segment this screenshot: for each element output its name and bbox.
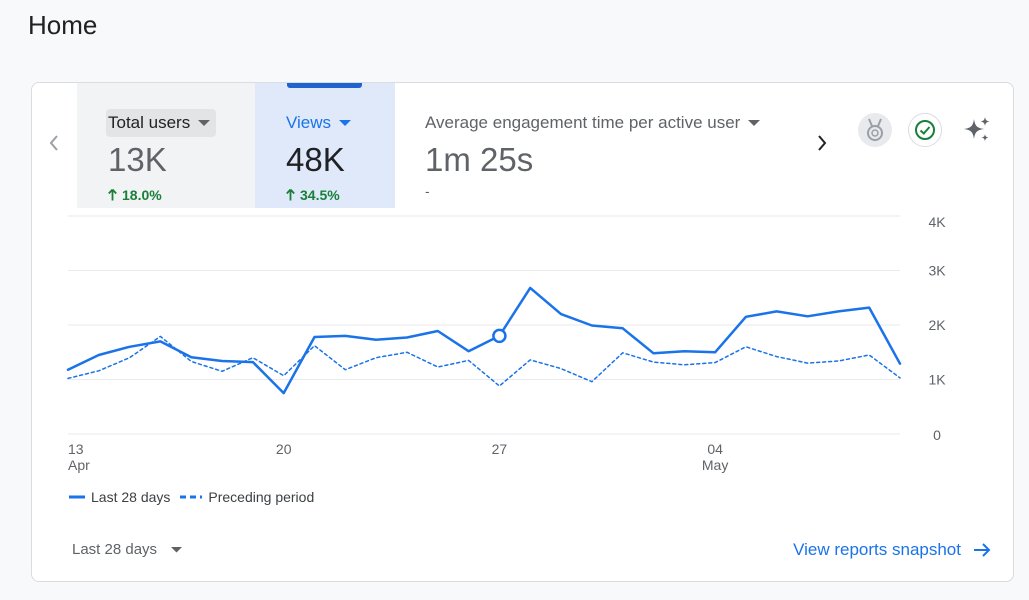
metric-change-value: 18.0% — [122, 187, 162, 203]
metric-change-value: 34.5% — [300, 187, 340, 203]
series-line-last-28-days — [66, 286, 902, 395]
metric-selector-engagement-time[interactable]: Average engagement time per active user — [425, 109, 761, 137]
caret-down-icon — [339, 120, 352, 126]
metric-tab-views[interactable]: Views 48K 34.5% — [255, 83, 395, 208]
series-line-preceding-period — [67, 335, 901, 387]
metric-label: Average engagement time per active user — [425, 113, 741, 132]
link-label: View reports snapshot — [793, 540, 961, 559]
legend-label: Last 28 days — [91, 489, 171, 505]
check-circle-icon[interactable] — [908, 113, 942, 147]
y-tick-label: 3K — [928, 263, 946, 279]
caret-down-icon — [748, 120, 761, 126]
metric-change-value: - — [425, 183, 430, 199]
next-metrics-button[interactable] — [810, 131, 834, 155]
metric-tab-engagement-time[interactable]: Average engagement time per active user … — [417, 83, 797, 208]
metric-value: 1m 25s — [425, 141, 534, 178]
medal-glyph — [867, 118, 883, 141]
chevron-right-icon — [818, 135, 827, 151]
chevron-left-icon — [49, 135, 58, 151]
date-range-label: Last 28 days — [72, 541, 158, 558]
metric-value: 48K — [286, 141, 345, 178]
x-tick-sublabel: Apr — [68, 457, 90, 473]
arrow-right-icon — [974, 543, 991, 557]
chart-legend: Last 28 days Preceding period — [69, 489, 324, 505]
metric-change: 18.0% — [108, 187, 162, 203]
metric-change: 34.5% — [286, 187, 340, 203]
view-reports-snapshot-link[interactable]: View reports snapshot — [793, 540, 991, 560]
x-tick-label: 04 — [707, 441, 723, 457]
medal-icon[interactable] — [858, 113, 892, 147]
metric-tab-total-users[interactable]: Total users 13K 18.0% — [77, 83, 255, 208]
x-tick-label: 13 — [68, 441, 84, 457]
legend-swatch-dashed — [180, 495, 203, 499]
page-title: Home — [28, 10, 98, 40]
metric-change: - — [425, 183, 430, 199]
metric-value: 13K — [108, 141, 167, 178]
check-glyph — [915, 120, 935, 140]
previous-metrics-button[interactable] — [42, 131, 66, 155]
arrow-up-icon — [286, 189, 295, 201]
sparkle-icon[interactable] — [960, 113, 994, 147]
x-tick-label: 20 — [276, 441, 292, 457]
x-tick-sublabel: May — [702, 457, 728, 473]
y-tick-label: 0 — [933, 427, 941, 443]
caret-down-icon — [198, 120, 211, 126]
arrow-up-icon — [108, 189, 117, 201]
caret-down-icon — [171, 547, 183, 553]
metric-selector-views[interactable]: Views — [286, 109, 352, 137]
overview-card: Total users 13K 18.0% Views 48K 34.5% — [31, 82, 1014, 582]
y-tick-label: 2K — [928, 317, 946, 333]
selected-indicator — [287, 83, 362, 88]
sparkle-glyph — [964, 117, 990, 142]
date-range-selector[interactable]: Last 28 days — [72, 541, 183, 558]
legend-item-preceding-period: Preceding period — [180, 489, 314, 505]
metric-selector-total-users[interactable]: Total users — [106, 109, 217, 137]
legend-item-last-28-days: Last 28 days — [69, 489, 170, 505]
metric-label: Views — [286, 113, 332, 132]
legend-swatch-solid — [69, 495, 85, 499]
y-tick-label: 4K — [928, 214, 946, 230]
x-tick-label: 27 — [492, 441, 508, 457]
y-tick-label: 1K — [928, 372, 946, 388]
legend-label: Preceding period — [208, 489, 315, 505]
metric-label: Total users — [108, 113, 191, 132]
highlight-point — [492, 328, 507, 344]
